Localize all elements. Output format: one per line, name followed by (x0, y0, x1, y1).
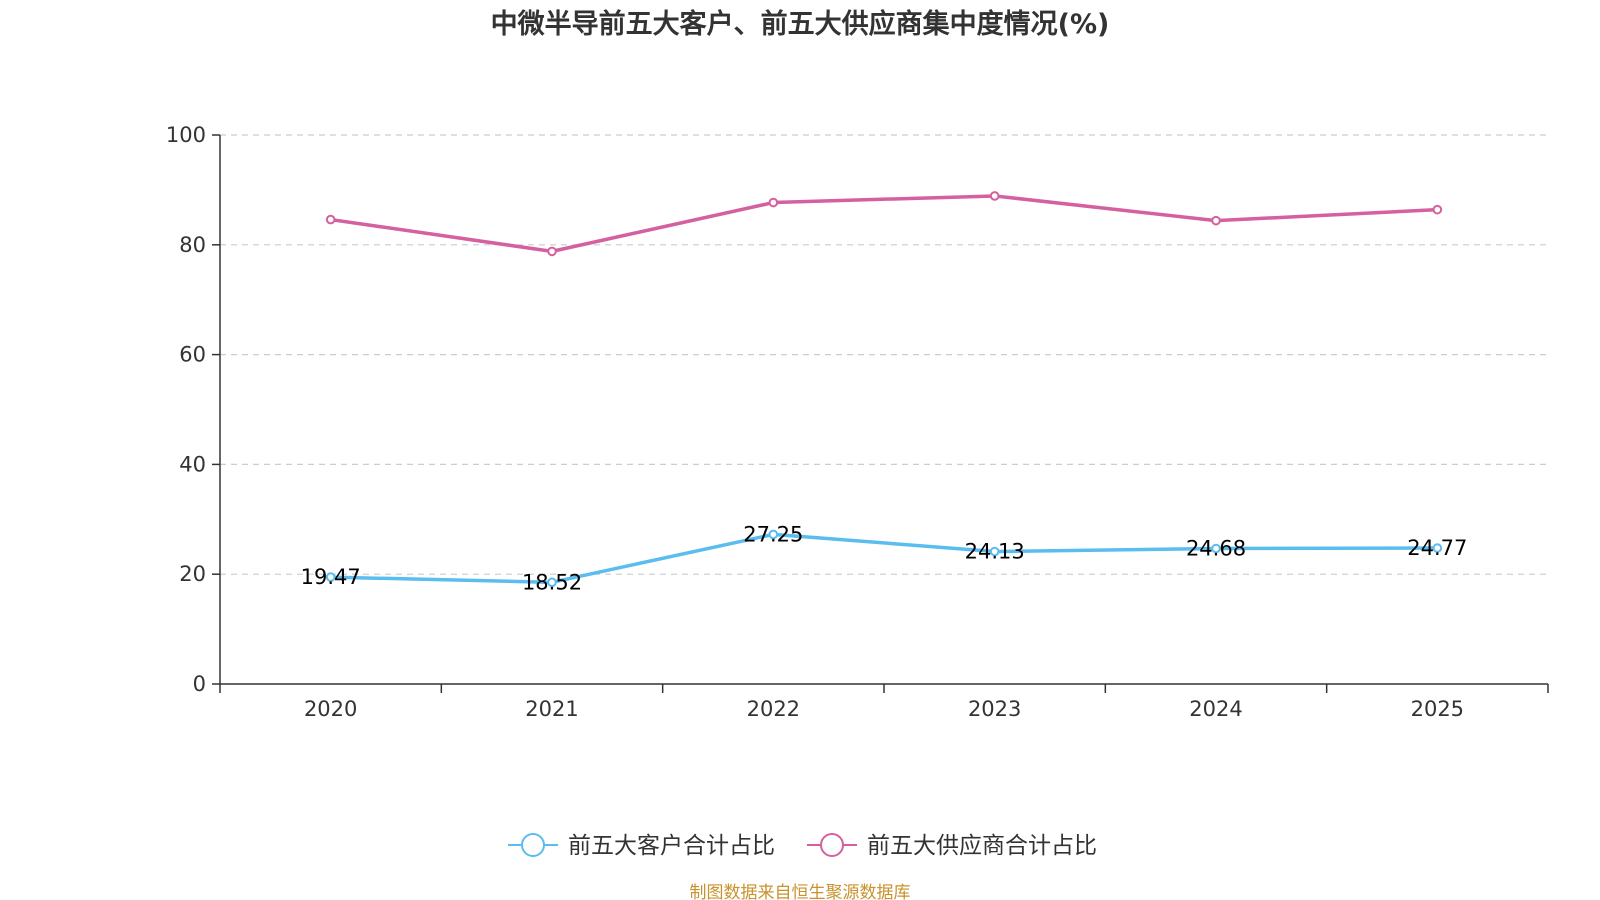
y-tick-label: 0 (193, 672, 206, 696)
legend-label: 前五大供应商合计占比 (867, 833, 1097, 859)
series-lines (325, 191, 1443, 588)
source-note: 制图数据来自恒生聚源数据库 (690, 883, 911, 900)
data-point[interactable] (325, 214, 336, 225)
grid-lines (220, 134, 1548, 575)
axes: 0 20 40 60 80 100 2020 2021 2022 2023 2024 2025 (166, 123, 1549, 721)
data-point[interactable] (1211, 543, 1221, 554)
legend-marker (521, 833, 545, 857)
data-point[interactable] (768, 197, 779, 208)
data-label: 24.68 (1186, 537, 1246, 561)
legend-item[interactable]: 前五大客户合计占比 (508, 833, 775, 859)
data-label: 24.77 (1407, 536, 1467, 560)
y-tick-label: 60 (179, 343, 206, 367)
data-label: 24.13 (965, 540, 1025, 564)
data-point[interactable] (1432, 204, 1443, 215)
data-point[interactable] (547, 577, 557, 588)
chart-title: 中微半导前五大客户、前五大供应商集中度情况(%) (491, 8, 1110, 40)
y-tick-label: 40 (179, 452, 206, 476)
y-tick-label: 20 (179, 562, 206, 586)
data-label: 27.25 (743, 522, 803, 546)
data-point[interactable] (989, 191, 1000, 201)
x-tick-label: 2025 (1411, 697, 1464, 721)
legend[interactable]: 前五大客户合计占比 前五大供应商合计占比 (508, 833, 1097, 859)
data-point[interactable] (325, 572, 336, 582)
x-tick-label: 2020 (304, 697, 357, 721)
y-tick-label: 80 (179, 233, 206, 257)
data-label: 18.52 (522, 570, 582, 594)
x-tick-label: 2021 (525, 697, 578, 721)
x-tick-label: 2022 (747, 697, 800, 721)
data-point[interactable] (547, 246, 557, 257)
series-line (330, 532, 1438, 585)
y-tick-label: 100 (166, 123, 206, 147)
legend-label: 前五大客户合计占比 (568, 833, 775, 859)
data-point[interactable] (1432, 543, 1443, 553)
data-labels: 19.47 18.52 27.25 24.13 24.68 24.77 (301, 522, 1468, 594)
x-tick-label: 2024 (1189, 697, 1242, 721)
legend-marker (820, 833, 844, 857)
data-label: 19.47 (301, 565, 361, 589)
data-point[interactable] (768, 529, 779, 540)
series-line (330, 194, 1438, 254)
x-tick-label: 2023 (968, 697, 1021, 721)
legend-item[interactable]: 前五大供应商合计占比 (807, 833, 1097, 859)
data-point[interactable] (1211, 215, 1221, 226)
data-point[interactable] (989, 546, 1000, 557)
